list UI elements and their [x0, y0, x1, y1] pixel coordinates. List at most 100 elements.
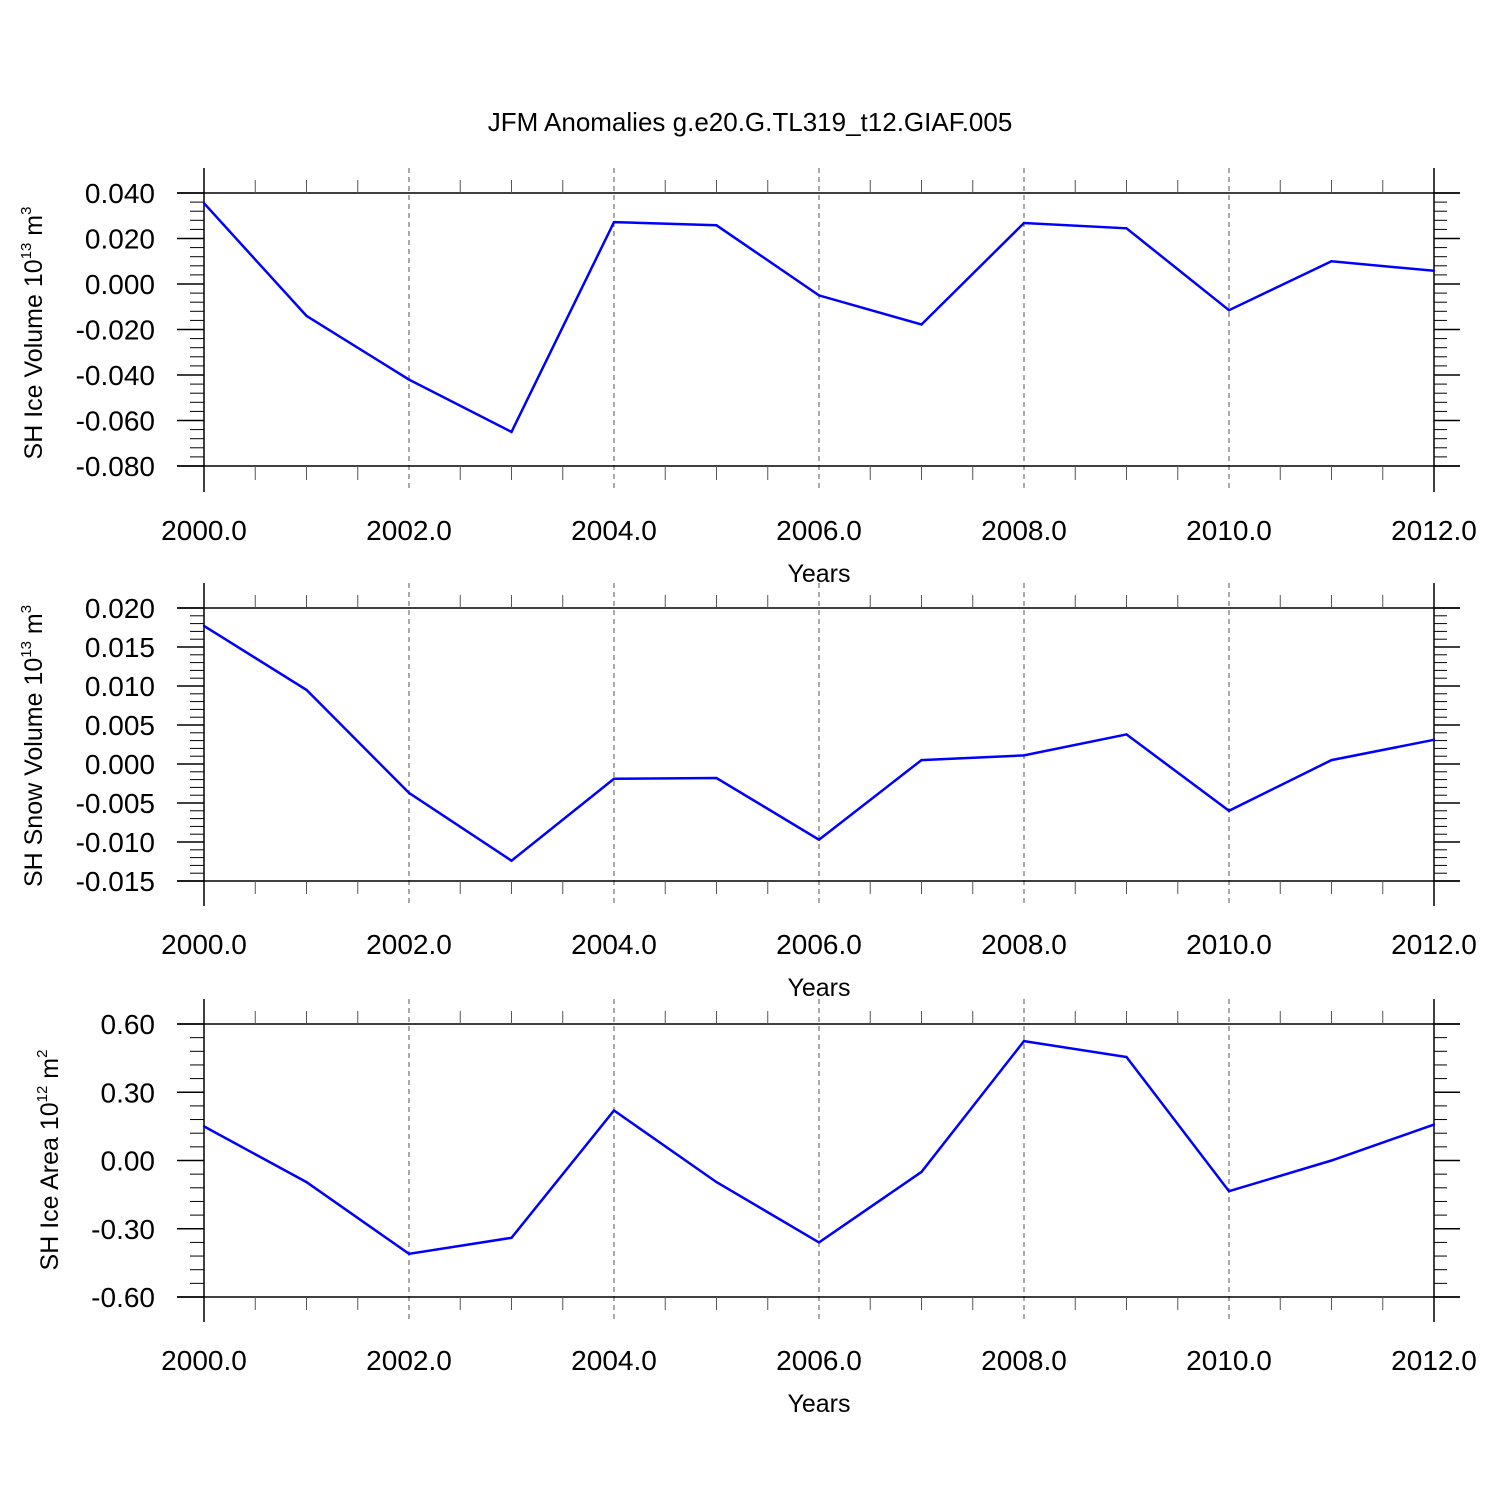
- data-point: [1432, 738, 1436, 742]
- data-point: [612, 777, 616, 781]
- y-axis-label-unit: m: [20, 613, 48, 641]
- data-point: [920, 1170, 923, 1174]
- data-point: [1022, 221, 1026, 225]
- data-point: [1125, 227, 1128, 230]
- data-point: [1227, 1190, 1231, 1193]
- y-tick-label: -0.015: [76, 866, 155, 897]
- y-tick-label: 0.040: [85, 178, 155, 209]
- data-point: [305, 314, 308, 318]
- y-tick-label: -0.080: [76, 451, 155, 482]
- x-tick-label: 2012.0: [1391, 929, 1477, 960]
- y-axis-label-exponent: 13: [18, 641, 35, 658]
- data-point: [202, 202, 206, 205]
- x-tick-label: 2000.0: [161, 515, 247, 546]
- figure-title: JFM Anomalies g.e20.G.TL319_t12.GIAF.005: [488, 107, 1013, 137]
- y-axis-label-text: SH Ice Volume 10: [20, 259, 48, 459]
- data-point: [715, 1180, 718, 1184]
- y-tick-label: 0.010: [85, 671, 155, 702]
- y-tick-label: 0.30: [101, 1077, 156, 1108]
- x-tick-label: 2000.0: [161, 929, 247, 960]
- x-tick-label: 2012.0: [1391, 1345, 1477, 1376]
- y-tick-label: -0.020: [76, 315, 155, 346]
- y-axis-label: SH Snow Volume 1013 m3: [18, 605, 48, 887]
- y-axis-label: SH Ice Volume 1013 m3: [18, 207, 48, 460]
- data-point: [715, 224, 718, 227]
- x-tick-label: 2006.0: [776, 929, 862, 960]
- data-point: [1227, 809, 1231, 812]
- data-point: [1330, 1159, 1333, 1162]
- y-axis-label-exponent: 12: [34, 1086, 51, 1103]
- chart-panel-3: 0.60 0.30 0.00 -0.30 -0.60 2000.0 2002.0 2004.0…: [34, 999, 1477, 1418]
- data-point: [407, 791, 411, 795]
- data-point: [407, 1252, 411, 1255]
- x-tick-label: 2006.0: [776, 515, 862, 546]
- data-point: [1125, 1055, 1128, 1059]
- y-axis-label-unit-exponent: 3: [18, 207, 35, 215]
- y-tick-label: 0.000: [85, 749, 155, 780]
- chart-panel-1: 0.040 0.020 0.000 -0.020 -0.040 -0.060 -0.080 2…: [18, 168, 1477, 588]
- y-axis-label-unit-exponent: 2: [34, 1050, 51, 1058]
- x-tick-label: 2010.0: [1186, 929, 1272, 960]
- y-tick-label: 0.60: [101, 1009, 156, 1040]
- x-tick-label: 2002.0: [366, 1345, 452, 1376]
- x-tick-label: 2010.0: [1186, 1345, 1272, 1376]
- x-tick-label: 2002.0: [366, 515, 452, 546]
- y-axis-label-exponent: 13: [18, 243, 35, 260]
- x-axis-label: Years: [787, 974, 850, 1002]
- data-point: [715, 776, 718, 780]
- data-point: [1330, 758, 1333, 762]
- data-point: [1125, 733, 1128, 736]
- x-tick-label: 2008.0: [981, 1345, 1067, 1376]
- data-point: [920, 323, 923, 326]
- data-point: [1227, 308, 1231, 312]
- data-point: [817, 294, 821, 297]
- data-point: [510, 430, 513, 434]
- panels: 0.040 0.020 0.000 -0.020 -0.040 -0.060 -0.080 2…: [18, 168, 1477, 1418]
- x-tick-label: 2000.0: [161, 1345, 247, 1376]
- x-axis-label: Years: [787, 1390, 850, 1418]
- y-axis-label-text: SH Ice Area 10: [36, 1102, 64, 1270]
- data-point: [1330, 260, 1333, 263]
- y-tick-label: 0.015: [85, 632, 155, 663]
- y-tick-label: 0.005: [85, 710, 155, 741]
- data-point: [305, 688, 308, 692]
- data-point: [817, 1241, 821, 1244]
- data-point: [510, 1236, 513, 1240]
- data-point: [407, 378, 411, 381]
- data-point: [510, 859, 513, 862]
- chart-panel-2: 0.020 0.015 0.010 0.005 0.000 -0.005 -0.010 -0.…: [18, 583, 1477, 1002]
- data-point: [612, 1109, 616, 1112]
- y-tick-label: -0.60: [91, 1282, 155, 1313]
- data-point: [920, 758, 923, 762]
- data-point: [612, 220, 616, 224]
- x-tick-label: 2012.0: [1391, 515, 1477, 546]
- x-tick-label: 2004.0: [571, 929, 657, 960]
- data-point: [1022, 754, 1026, 757]
- data-point: [1022, 1039, 1026, 1043]
- y-tick-label: 0.000: [85, 269, 155, 300]
- x-tick-label: 2010.0: [1186, 515, 1272, 546]
- data-point: [1432, 1123, 1436, 1126]
- x-tick-label: 2004.0: [571, 1345, 657, 1376]
- data-point: [817, 838, 821, 841]
- data-point: [202, 624, 206, 628]
- series-line: [203, 624, 1435, 863]
- x-tick-label: 2006.0: [776, 1345, 862, 1376]
- y-axis-label-unit: m: [36, 1058, 64, 1086]
- x-tick-label: 2008.0: [981, 929, 1067, 960]
- data-point: [1432, 269, 1436, 273]
- y-tick-label: 0.020: [85, 224, 155, 255]
- y-tick-label: -0.30: [91, 1214, 155, 1245]
- y-axis-label: SH Ice Area 1012 m2: [34, 1050, 64, 1271]
- data-point: [202, 1125, 206, 1128]
- x-tick-label: 2004.0: [571, 515, 657, 546]
- y-tick-label: -0.010: [76, 827, 155, 858]
- y-tick-label: -0.005: [76, 788, 155, 819]
- y-axis-label-unit-exponent: 3: [18, 605, 35, 613]
- data-point: [305, 1180, 308, 1184]
- y-tick-label: 0.00: [101, 1146, 156, 1177]
- x-tick-label: 2002.0: [366, 929, 452, 960]
- x-tick-label: 2008.0: [981, 515, 1067, 546]
- y-axis-label-unit: m: [20, 215, 48, 243]
